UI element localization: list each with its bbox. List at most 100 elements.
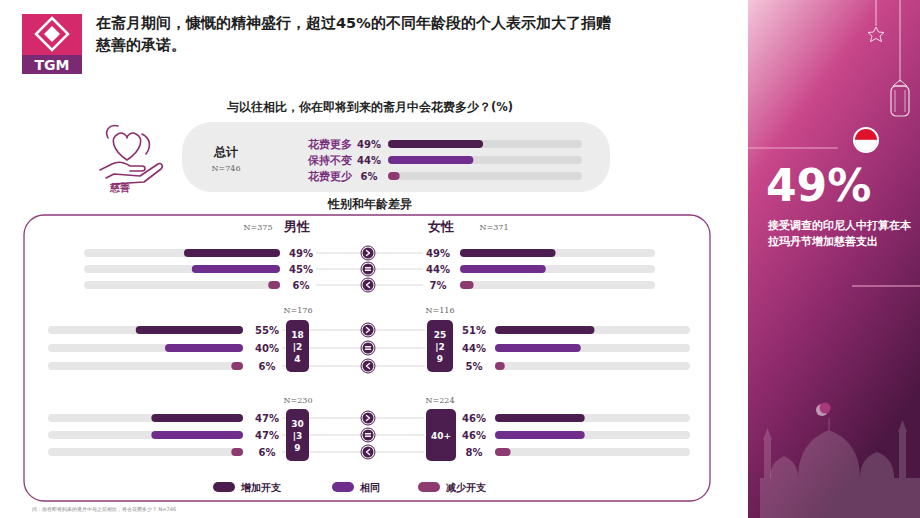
bar bbox=[495, 431, 585, 439]
icon-dot bbox=[363, 413, 374, 424]
bar-track bbox=[495, 414, 690, 422]
bar bbox=[460, 249, 556, 257]
age-box bbox=[427, 320, 453, 372]
data-label: 6% bbox=[293, 280, 310, 291]
icon-dot bbox=[363, 325, 374, 336]
bar-plot-area bbox=[151, 431, 243, 439]
icon-same bbox=[366, 347, 371, 350]
sample-size: N=116 bbox=[426, 306, 455, 315]
sample-size: N=176 bbox=[284, 306, 313, 315]
highlight-value: 49% bbox=[766, 160, 871, 212]
age-box bbox=[286, 409, 309, 461]
segment-panel bbox=[24, 215, 710, 501]
name-line: |2 bbox=[435, 342, 445, 352]
minaret-cap bbox=[763, 428, 772, 440]
bar-track bbox=[388, 140, 582, 148]
name-line: 40+ bbox=[431, 431, 451, 441]
bar-track bbox=[48, 431, 243, 439]
connector bbox=[376, 452, 424, 453]
icon-ring bbox=[361, 246, 375, 260]
connector bbox=[376, 253, 423, 254]
bar-plot-area bbox=[231, 448, 243, 456]
legend: 增加开支相同减少开支 bbox=[213, 482, 486, 493]
page: TGM与以往相比，你在即将到来的斋月中会花费多少？(%)总计N=746慈善49%… bbox=[0, 0, 920, 518]
icon-ring bbox=[361, 411, 375, 425]
bar-plot-area bbox=[388, 156, 473, 164]
data-label: 51% bbox=[462, 325, 486, 336]
age-box bbox=[426, 409, 456, 461]
bar-plot-area bbox=[151, 414, 243, 422]
icon-less bbox=[367, 450, 370, 455]
bar bbox=[495, 326, 594, 334]
bar-plot-area bbox=[165, 344, 243, 352]
subtitle: 总计 bbox=[213, 145, 238, 159]
header-title: 在斋月期间，慷慨的精神盛行，超过45%的不同年龄段的个人表示加大了捐赠慈善的承诺… bbox=[96, 12, 616, 56]
bar-track bbox=[48, 326, 243, 334]
bar-plot-area bbox=[184, 249, 280, 257]
name-line: |3 bbox=[293, 431, 303, 441]
data-label: 47% bbox=[255, 430, 279, 441]
icon-hand bbox=[106, 163, 162, 184]
sample-size: N=746 bbox=[212, 164, 241, 173]
bar-plot-area bbox=[388, 172, 400, 180]
minaret bbox=[899, 432, 906, 478]
flag-white bbox=[855, 140, 877, 151]
segment-group: 47%47%6%30|39N=230 bbox=[48, 396, 360, 461]
series-name: 男性 bbox=[283, 219, 310, 234]
icon-heart bbox=[113, 133, 140, 160]
icon-ring bbox=[361, 278, 375, 292]
series-name: 18|24 bbox=[291, 330, 304, 364]
icon-arc bbox=[107, 126, 118, 138]
icon-more bbox=[367, 416, 370, 421]
bar-track bbox=[460, 281, 655, 289]
bar bbox=[460, 265, 546, 273]
data-label: 6% bbox=[259, 361, 276, 372]
bar bbox=[136, 326, 243, 334]
icon-dot bbox=[363, 361, 374, 372]
connector bbox=[376, 330, 425, 331]
icon-dot bbox=[363, 447, 374, 458]
connector bbox=[376, 366, 425, 367]
bar bbox=[192, 265, 280, 273]
lantern-rib bbox=[895, 90, 896, 112]
bar-plot-area bbox=[495, 344, 581, 352]
age-box bbox=[286, 320, 309, 372]
icon-ring bbox=[361, 262, 375, 276]
category-label: 花费更多 bbox=[307, 138, 352, 150]
icon-same bbox=[366, 268, 371, 271]
bar bbox=[388, 140, 483, 148]
data-label: 6% bbox=[361, 171, 378, 182]
category-label: 保持不变 bbox=[307, 154, 352, 166]
data-label: 46% bbox=[462, 430, 486, 441]
decor-line bbox=[748, 147, 838, 148]
data-label: 44% bbox=[357, 155, 381, 166]
data-label: 6% bbox=[259, 447, 276, 458]
bar-track bbox=[84, 265, 280, 273]
bar-track bbox=[388, 172, 582, 180]
footnote: 问：你在即将到来的斋月中与之前相比，将会花费多少？ N=746 bbox=[32, 506, 176, 512]
segment-group: 49%44%7%女性N=371 bbox=[376, 219, 655, 291]
connector bbox=[376, 418, 424, 419]
connector bbox=[376, 435, 424, 436]
bar-plot-area bbox=[231, 362, 243, 370]
flag-border bbox=[853, 127, 879, 153]
bar-plot-area bbox=[495, 414, 585, 422]
charity-icon bbox=[100, 126, 162, 184]
bar bbox=[151, 431, 243, 439]
logo-text: TGM bbox=[35, 57, 70, 73]
icon-dot bbox=[363, 430, 374, 441]
icon-ring bbox=[361, 359, 375, 373]
segment-group: 55%40%6%18|24N=176 bbox=[48, 306, 360, 372]
logo-band bbox=[22, 55, 82, 74]
logo: TGM bbox=[22, 14, 82, 74]
data-label: 55% bbox=[255, 325, 279, 336]
decor-line bbox=[900, 0, 901, 82]
mosque-dome bbox=[798, 430, 860, 478]
icon-dot bbox=[363, 343, 374, 354]
bar-plot-area bbox=[460, 249, 556, 257]
bar-plot-area bbox=[460, 281, 474, 289]
category-label: 花费更少 bbox=[307, 170, 353, 182]
data-label: 5% bbox=[466, 361, 483, 372]
data-label: 7% bbox=[430, 280, 447, 291]
data-label: 49% bbox=[357, 139, 381, 150]
